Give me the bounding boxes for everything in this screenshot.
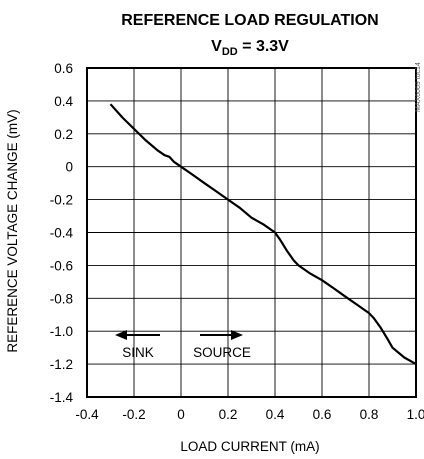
x-axis-label: LOAD CURRENT (mA) [180,439,319,454]
source-arrow-head [231,330,243,340]
annotations: SINK SOURCE [115,330,251,360]
x-tick-label: 0.4 [266,407,285,422]
y-axis-label: REFERENCE VOLTAGE CHANGE (mV) [5,109,20,352]
x-tick-label: 0 [177,407,185,422]
grid-lines [86,67,417,398]
series-layer [109,103,417,366]
x-tick-label: 0.2 [219,407,238,422]
x-tick-label: 0.6 [313,407,332,422]
x-tick-label: -0.4 [75,407,99,422]
chart-title: REFERENCE LOAD REGULATION [121,12,378,29]
subtitle-dd: DD [222,46,238,58]
y-tick-label: -1.4 [50,390,74,405]
y-tick-label: 0 [65,160,73,175]
tick-labels: -0.4 -0.2 0 0.2 0.4 0.6 0.8 1.0 0.6 0.4 0.2 0 -0.2 -0… [50,61,424,422]
y-tick-label: -1.2 [50,357,73,372]
sink-arrow-head [115,330,127,340]
plot-frame [86,67,417,398]
x-tick-label: 1.0 [407,407,424,422]
subtitle-v: V [211,38,222,55]
y-tick-label: -0.6 [50,258,73,273]
y-tick-label: -0.2 [50,193,73,208]
y-tick-label: -1.0 [50,324,73,339]
x-tick-label: 0.8 [360,407,379,422]
x-tick-label: -0.2 [122,407,145,422]
source-label: SOURCE [193,345,251,360]
subtitle-value: = 3.3V [238,38,289,55]
y-tick-label: -0.4 [50,226,74,241]
y-tick-label: 0.2 [54,127,73,142]
y-tick-label: 0.4 [54,94,73,109]
series-line [109,103,417,366]
watermark: MAX6069 toc14 [415,62,422,112]
chart-subtitle: VDD = 3.3V [211,38,289,58]
y-tick-label: 0.6 [54,61,73,76]
sink-label: SINK [122,345,154,360]
y-tick-label: -0.8 [50,291,73,306]
